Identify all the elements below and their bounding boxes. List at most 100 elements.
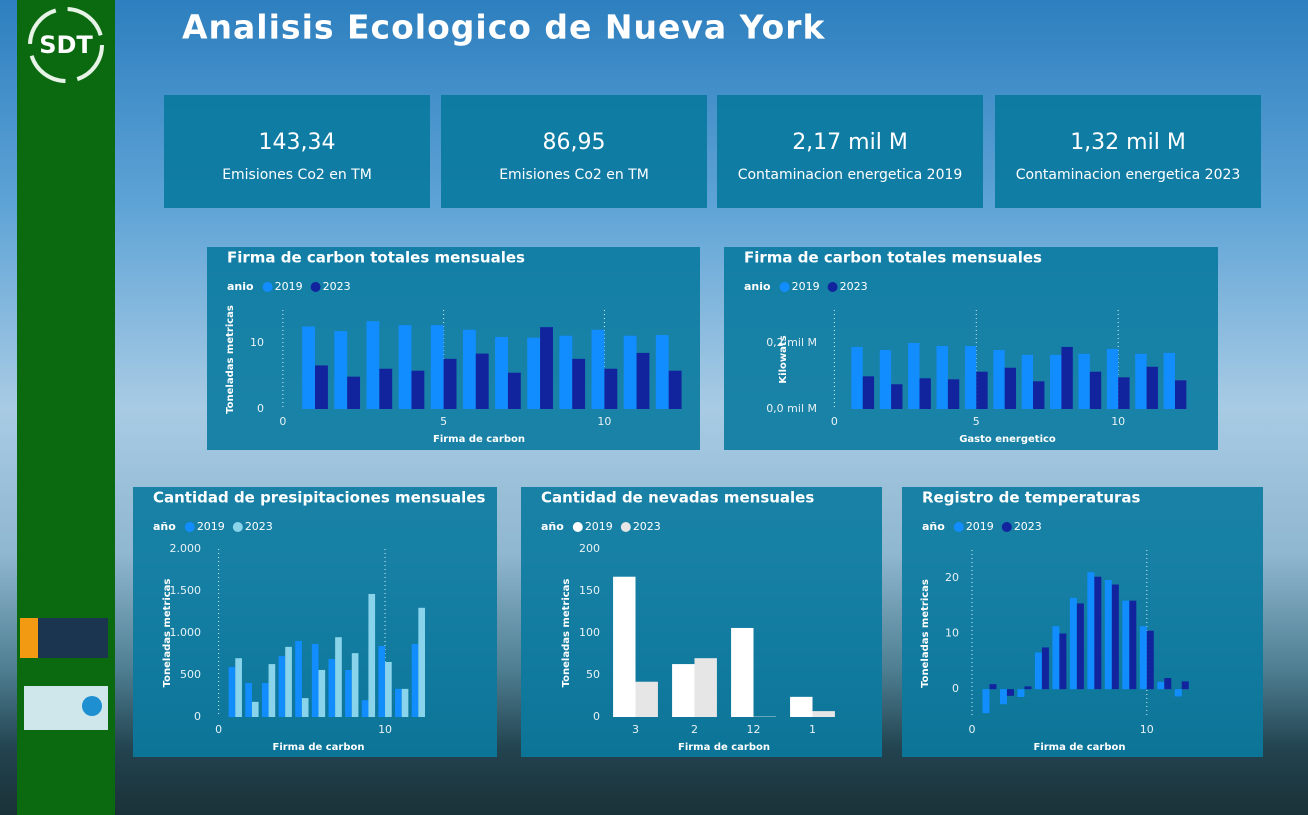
chart-title: Firma de carbon totales mensuales <box>744 249 1042 267</box>
bar <box>1174 689 1182 697</box>
bar <box>1089 371 1102 409</box>
bar <box>623 335 637 409</box>
legend-label: 2023 <box>245 520 273 533</box>
bar <box>604 368 618 409</box>
kpi-label: Emisiones Co2 en TM <box>222 167 372 183</box>
y-tick-label: 1.000 <box>170 626 202 639</box>
bar <box>443 358 457 409</box>
x-tick-label: 10 <box>597 415 611 428</box>
x-tick-label: 10 <box>1140 723 1154 736</box>
y-tick-label: 1.500 <box>170 584 202 597</box>
bar <box>462 329 476 409</box>
x-tick-label: 0 <box>831 415 838 428</box>
bar <box>1033 381 1045 409</box>
logo-text: SDT <box>39 31 93 59</box>
bar <box>228 667 236 717</box>
x-tick-label: 5 <box>440 415 447 428</box>
bar <box>395 688 402 717</box>
bar <box>999 689 1007 705</box>
bar <box>475 353 489 409</box>
bar <box>301 698 309 717</box>
bar <box>908 343 920 409</box>
bar <box>1078 353 1090 409</box>
bar <box>335 637 342 717</box>
kpi-card <box>995 95 1261 208</box>
chart-panel <box>207 247 700 450</box>
x-axis-label: Firma de carbon <box>433 434 525 445</box>
bar <box>1041 647 1049 690</box>
bar <box>1050 354 1062 409</box>
bar <box>1076 603 1084 690</box>
bar <box>1181 681 1189 690</box>
bar <box>947 379 960 409</box>
y-axis-label: Toneladas metricas <box>920 579 931 688</box>
bar <box>1004 367 1017 409</box>
bar <box>668 370 682 409</box>
bar <box>635 681 658 717</box>
bar <box>1146 366 1158 409</box>
bar <box>401 688 409 717</box>
bar <box>268 664 276 717</box>
y-tick-label: 0 <box>593 710 600 723</box>
legend-title: año <box>541 520 564 533</box>
legend-title: anio <box>744 280 771 293</box>
bar <box>993 349 1005 409</box>
kpi-value: 86,95 <box>543 130 606 155</box>
bar <box>315 365 328 409</box>
bar <box>672 664 695 717</box>
legend-title: anio <box>227 280 254 293</box>
legend-marker <box>310 282 321 292</box>
legend-label: 2023 <box>323 280 351 293</box>
y-tick-label: 500 <box>180 668 201 681</box>
bar <box>1052 626 1060 690</box>
bar <box>540 327 553 409</box>
bar <box>1118 377 1130 409</box>
bar <box>418 607 426 717</box>
y-tick-label: 200 <box>579 542 600 555</box>
x-tick-label: 1 <box>809 723 816 736</box>
bar <box>1006 689 1014 696</box>
logo-ring <box>28 7 104 83</box>
bar <box>989 684 997 690</box>
bar <box>1024 686 1032 690</box>
bar <box>1146 630 1154 690</box>
legend-title: año <box>922 520 945 533</box>
bar <box>1174 380 1187 409</box>
legend-label: 2023 <box>1014 520 1042 533</box>
bar <box>1069 597 1077 690</box>
legend-label: 2023 <box>840 280 868 293</box>
bar <box>1106 348 1119 409</box>
bar <box>1104 580 1112 690</box>
bar <box>812 711 835 717</box>
thumbnail-accent <box>20 618 38 658</box>
kpi-card <box>164 95 430 208</box>
bar <box>251 701 259 717</box>
bar <box>398 325 412 409</box>
x-axis-label: Firma de carbon <box>678 742 770 753</box>
bar <box>559 335 573 409</box>
bar <box>982 689 990 714</box>
bar <box>976 371 988 409</box>
x-tick-label: 5 <box>973 415 980 428</box>
y-tick-label: 0 <box>194 710 201 723</box>
bar <box>368 593 376 717</box>
chart-title: Registro de temperaturas <box>922 489 1141 507</box>
bar <box>694 658 717 717</box>
kpi-label: Contaminacion energetica 2023 <box>1016 167 1241 183</box>
legend-marker <box>827 282 838 292</box>
bar <box>591 329 605 409</box>
legend-marker <box>1001 522 1012 532</box>
y-axis-label: Toneladas metricas <box>225 305 236 414</box>
legend-marker <box>262 282 273 292</box>
bar <box>1122 600 1130 690</box>
kpi-value: 2,17 mil M <box>792 130 908 155</box>
legend-marker <box>232 522 243 532</box>
page-title: Analisis Ecologico de Nueva York <box>182 8 825 47</box>
bar <box>328 659 336 717</box>
thumbnail-accent <box>82 696 102 716</box>
kpi-card <box>441 95 707 208</box>
bar <box>1139 626 1147 690</box>
bar <box>636 352 650 409</box>
